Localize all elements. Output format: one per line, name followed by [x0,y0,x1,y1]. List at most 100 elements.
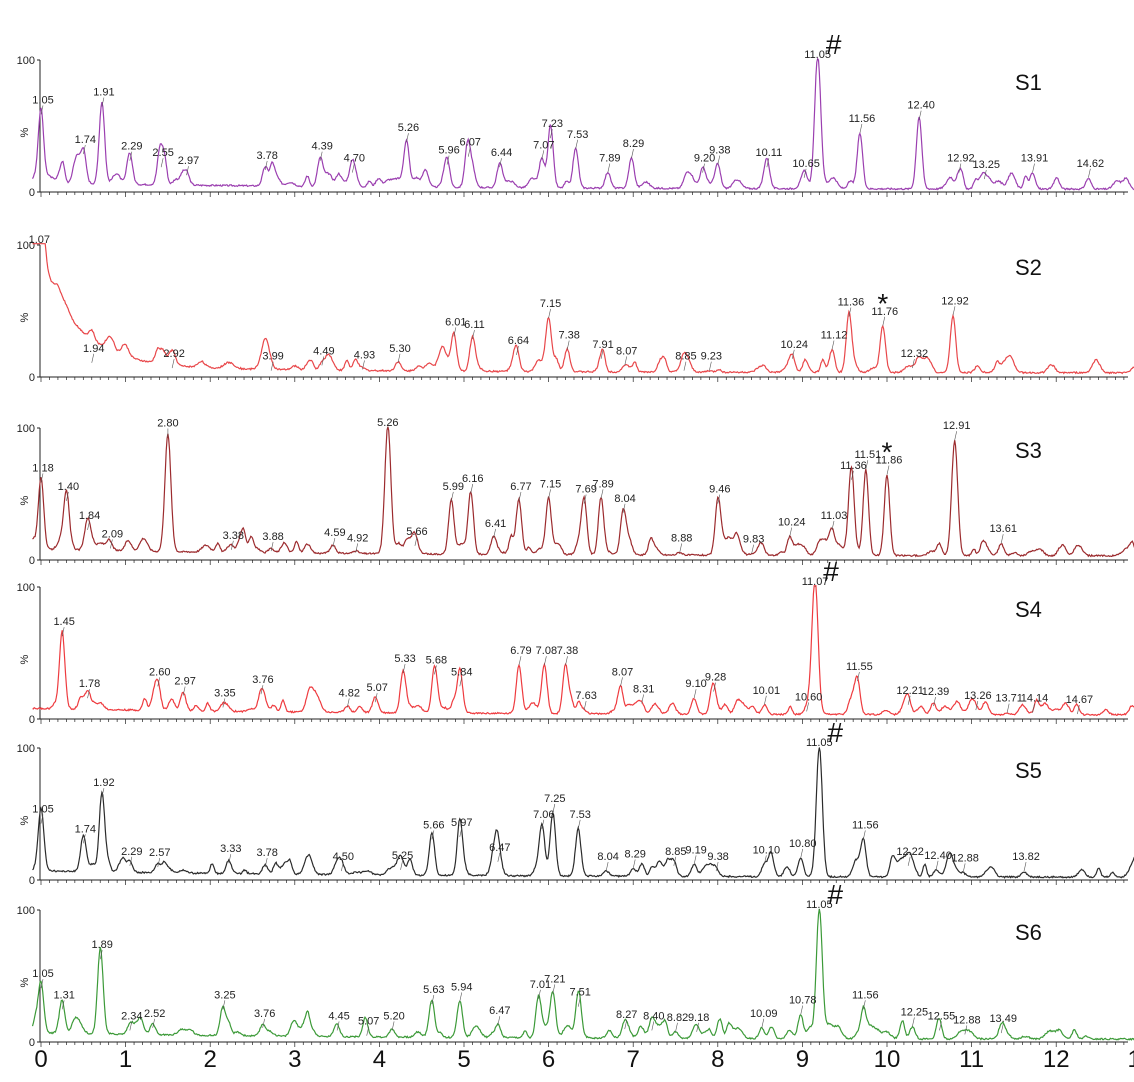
peak-label: 7.06 [533,809,554,821]
peak-label: 2.52 [144,1008,165,1020]
peak-label: 1.07 [29,234,50,246]
peak-leader [1001,534,1003,543]
peak-label: 11.36 [838,297,865,309]
peak-label: 9.83 [743,534,764,546]
peak-leader [633,859,635,868]
peak-leader [694,855,696,864]
peak-leader [652,1021,654,1030]
peak-label: 8.31 [633,683,654,695]
peak-label: 4.92 [347,532,368,544]
peak-label: 12.25 [901,1006,929,1018]
peak-label: 6.07 [460,137,481,149]
peak-leader [451,492,453,501]
peak-label: 7.38 [559,330,580,342]
peak-label: 8.85 [675,351,696,363]
peak-label: 5.84 [451,666,472,678]
y-tick-label-0: 0 [29,555,35,567]
peak-leader [752,545,754,554]
peak-label: 12.92 [947,153,975,165]
peak-label: 1.40 [58,481,79,493]
peak-label: 5.26 [377,417,398,429]
hash-marker: # [823,556,839,587]
peak-label: 10.60 [795,691,823,703]
peak-label: 5.66 [406,526,427,538]
peak-label: 2.92 [163,348,184,360]
panel-label-s4: S4 [1015,597,1042,622]
peak-leader [161,158,163,167]
peak-leader [498,853,500,862]
peak-label: 7.25 [544,793,565,805]
peak-leader [694,689,696,698]
peak-label: 8.40 [643,1010,664,1022]
trace-s1 [33,59,1134,190]
peak-label: 3.88 [262,531,283,543]
y-unit-label: % [19,127,31,137]
y-unit-label: % [19,815,31,825]
peak-label: 8.07 [616,345,637,357]
peak-label: 5.96 [438,145,459,157]
peak-label: 2.97 [178,155,199,167]
peak-leader [676,1023,678,1032]
peak-label: 8.88 [671,532,692,544]
peak-label: 14.62 [1077,158,1105,170]
peak-leader [919,111,921,120]
peak-label: 9.23 [701,351,722,363]
peak-label: 1.94 [83,343,104,355]
peak-label: 7.63 [575,690,596,702]
peak-label: 9.28 [705,672,726,684]
peak-label: 1.91 [93,87,114,99]
peak-label: 4.70 [344,153,365,165]
peak-label: 10.11 [756,147,783,159]
panel-label-s5: S5 [1015,758,1042,783]
peak-leader [88,521,90,530]
peak-label: 7.91 [592,339,613,351]
x-tick-label: 1 [119,1046,132,1073]
peak-label: 2.60 [149,666,170,678]
peak-label: 4.50 [333,851,354,863]
y-tick-label-100: 100 [17,423,35,435]
peak-label: 7.53 [567,129,588,141]
peak-leader [542,150,544,159]
peak-label: 10.10 [753,844,781,856]
peak-label: 7.38 [557,645,578,657]
peak-leader [606,862,608,871]
panel-label-s2: S2 [1015,255,1042,280]
peak-label: 12.21 [896,685,924,697]
peak-leader [471,484,473,493]
peak-leader [549,489,551,498]
peak-leader [1001,1024,1003,1033]
peak-label: 8.07 [612,666,633,678]
peak-label: 7.07 [533,139,554,151]
peak-label: 7.89 [592,478,613,490]
peak-leader [271,362,273,371]
peak-label: 13.26 [964,690,992,702]
y-tick-label-100: 100 [17,582,35,594]
peak-leader [566,656,568,665]
peak-label: 6.44 [491,147,512,159]
peak-label: 4.49 [313,345,334,357]
peak-label: 7.51 [569,987,590,999]
peak-label: 1.74 [75,134,96,146]
x-tick-label: 13 [1127,1046,1134,1073]
trace-s2 [33,244,1134,374]
peak-label: 4.45 [328,1010,349,1022]
panel-label-s1: S1 [1015,70,1042,95]
peak-leader [832,341,834,350]
peak-leader [908,857,910,866]
peak-label: 12.91 [943,420,971,432]
peak-label: 7.08 [536,645,557,657]
peak-leader [912,1017,914,1026]
peak-label: 2.55 [152,147,173,159]
peak-label: 12.22 [896,846,924,858]
peak-leader [762,1019,764,1028]
peak-label: 11.55 [846,661,873,673]
peak-label: 9.10 [685,678,706,690]
peak-label: 12.39 [922,686,950,698]
peak-label: 12.88 [951,852,979,864]
peak-label: 2.09 [102,528,123,540]
peak-label: 3.25 [214,989,235,1001]
y-tick-label-0: 0 [29,187,35,199]
peak-label: 11.03 [821,510,848,522]
x-tick-label: 3 [288,1046,301,1073]
